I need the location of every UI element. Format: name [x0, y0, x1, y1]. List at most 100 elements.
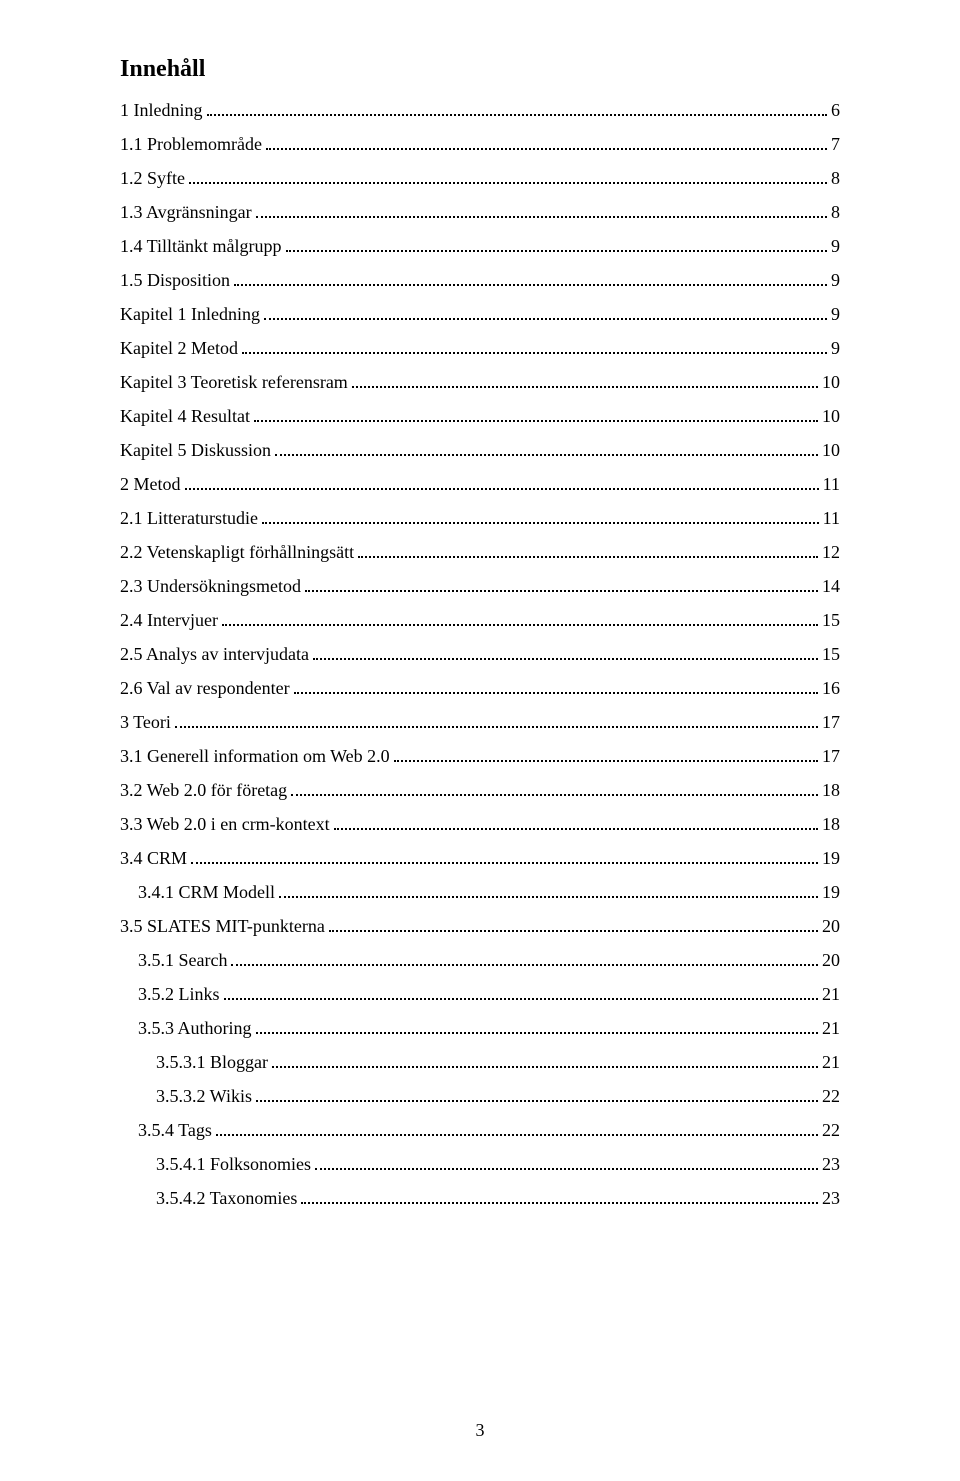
toc-label: 3.5.3.2 Wikis	[156, 1087, 252, 1105]
toc-page: 15	[822, 611, 840, 629]
toc-page: 10	[822, 407, 840, 425]
toc-row: 3.5.4 Tags 22	[120, 1121, 840, 1139]
toc-dots	[329, 930, 818, 932]
toc-label: 2 Metod	[120, 475, 181, 493]
toc-page: 9	[831, 339, 840, 357]
toc-page: 20	[822, 917, 840, 935]
toc-label: Kapitel 5 Diskussion	[120, 441, 271, 459]
toc-page: 21	[822, 985, 840, 1003]
toc-row: 3.1 Generell information om Web 2.0 17	[120, 747, 840, 765]
toc-dots	[224, 998, 818, 1000]
toc-label: 1.1 Problemområde	[120, 135, 262, 153]
toc-dots	[231, 964, 818, 966]
toc-label: Kapitel 1 Inledning	[120, 305, 260, 323]
toc-dots	[291, 794, 818, 796]
toc-label: 3.5.3 Authoring	[138, 1019, 252, 1037]
toc-dots	[185, 488, 819, 490]
toc-row: Kapitel 4 Resultat 10	[120, 407, 840, 425]
toc-dots	[234, 284, 827, 286]
toc-page: 7	[831, 135, 840, 153]
toc-page: 19	[822, 849, 840, 867]
toc-dots	[334, 828, 818, 830]
toc-row: Kapitel 5 Diskussion 10	[120, 441, 840, 459]
toc-row: 1.5 Disposition 9	[120, 271, 840, 289]
toc-label: 3.5.1 Search	[138, 951, 227, 969]
toc-dots	[175, 726, 818, 728]
toc-page: 11	[823, 475, 840, 493]
toc-row: 3.5.3.2 Wikis 22	[120, 1087, 840, 1105]
toc-row: 1.3 Avgränsningar 8	[120, 203, 840, 221]
toc-row: 3.5 SLATES MIT-punkterna 20	[120, 917, 840, 935]
toc-page: 18	[822, 781, 840, 799]
toc-row: 1 Inledning 6	[120, 101, 840, 119]
toc-dots	[394, 760, 818, 762]
toc-row: Kapitel 3 Teoretisk referensram 10	[120, 373, 840, 391]
toc-page: 23	[822, 1155, 840, 1173]
toc-label: Kapitel 4 Resultat	[120, 407, 250, 425]
toc-dots	[275, 454, 818, 456]
toc-row: 3.5.4.1 Folksonomies 23	[120, 1155, 840, 1173]
toc-row: 2.6 Val av respondenter 16	[120, 679, 840, 697]
toc-page: 21	[822, 1053, 840, 1071]
toc-row: Kapitel 1 Inledning 9	[120, 305, 840, 323]
toc-page: 20	[822, 951, 840, 969]
toc-label: 1.5 Disposition	[120, 271, 230, 289]
toc-label: 3.5.3.1 Bloggar	[156, 1053, 268, 1071]
toc-label: Kapitel 3 Teoretisk referensram	[120, 373, 348, 391]
toc-page: 8	[831, 169, 840, 187]
toc-page: 21	[822, 1019, 840, 1037]
toc-dots	[266, 148, 827, 150]
toc-label: 3.5 SLATES MIT-punkterna	[120, 917, 325, 935]
toc-label: 3.5.4.1 Folksonomies	[156, 1155, 311, 1173]
toc-dots	[301, 1202, 818, 1204]
toc-row: 3.2 Web 2.0 för företag 18	[120, 781, 840, 799]
toc-row: 2.3 Undersökningsmetod 14	[120, 577, 840, 595]
toc-container: 1 Inledning 61.1 Problemområde 71.2 Syft…	[120, 101, 840, 1207]
toc-row: 2.4 Intervjuer 15	[120, 611, 840, 629]
toc-page: 10	[822, 441, 840, 459]
toc-row: 2.1 Litteraturstudie 11	[120, 509, 840, 527]
toc-row: 1.1 Problemområde 7	[120, 135, 840, 153]
toc-dots	[279, 896, 818, 898]
toc-dots	[242, 352, 827, 354]
toc-label: 2.6 Val av respondenter	[120, 679, 290, 697]
toc-dots	[294, 692, 818, 694]
toc-dots	[191, 862, 818, 864]
toc-page: 19	[822, 883, 840, 901]
toc-row: 2.2 Vetenskapligt förhållningsätt 12	[120, 543, 840, 561]
toc-row: 3.5.3 Authoring 21	[120, 1019, 840, 1037]
toc-page: 23	[822, 1189, 840, 1207]
toc-dots	[256, 1100, 818, 1102]
toc-label: 2.2 Vetenskapligt förhållningsätt	[120, 543, 354, 561]
toc-dots	[272, 1066, 818, 1068]
toc-dots	[313, 658, 818, 660]
toc-row: 3.3 Web 2.0 i en crm-kontext 18	[120, 815, 840, 833]
toc-label: 3.1 Generell information om Web 2.0	[120, 747, 390, 765]
toc-label: 3.4 CRM	[120, 849, 187, 867]
toc-page: 9	[831, 305, 840, 323]
toc-row: 3.5.2 Links 21	[120, 985, 840, 1003]
toc-row: 2.5 Analys av intervjudata 15	[120, 645, 840, 663]
toc-label: 3.5.4 Tags	[138, 1121, 212, 1139]
toc-page: 22	[822, 1087, 840, 1105]
toc-label: 2.5 Analys av intervjudata	[120, 645, 309, 663]
toc-dots	[207, 114, 828, 116]
toc-dots	[264, 318, 827, 320]
toc-row: 3.4 CRM 19	[120, 849, 840, 867]
toc-page: 11	[823, 509, 840, 527]
toc-page: 9	[831, 237, 840, 255]
toc-label: 3.3 Web 2.0 i en crm-kontext	[120, 815, 330, 833]
toc-row: 2 Metod 11	[120, 475, 840, 493]
toc-page: 14	[822, 577, 840, 595]
toc-label: 3.2 Web 2.0 för företag	[120, 781, 287, 799]
toc-label: 1 Inledning	[120, 101, 203, 119]
toc-page: 18	[822, 815, 840, 833]
toc-dots	[254, 420, 818, 422]
toc-dots	[256, 216, 827, 218]
toc-title: Innehåll	[120, 56, 840, 83]
toc-label: 3.4.1 CRM Modell	[138, 883, 275, 901]
toc-row: 3.5.4.2 Taxonomies 23	[120, 1189, 840, 1207]
toc-row: 3.5.3.1 Bloggar 21	[120, 1053, 840, 1071]
toc-page: 17	[822, 713, 840, 731]
toc-row: 3.4.1 CRM Modell 19	[120, 883, 840, 901]
